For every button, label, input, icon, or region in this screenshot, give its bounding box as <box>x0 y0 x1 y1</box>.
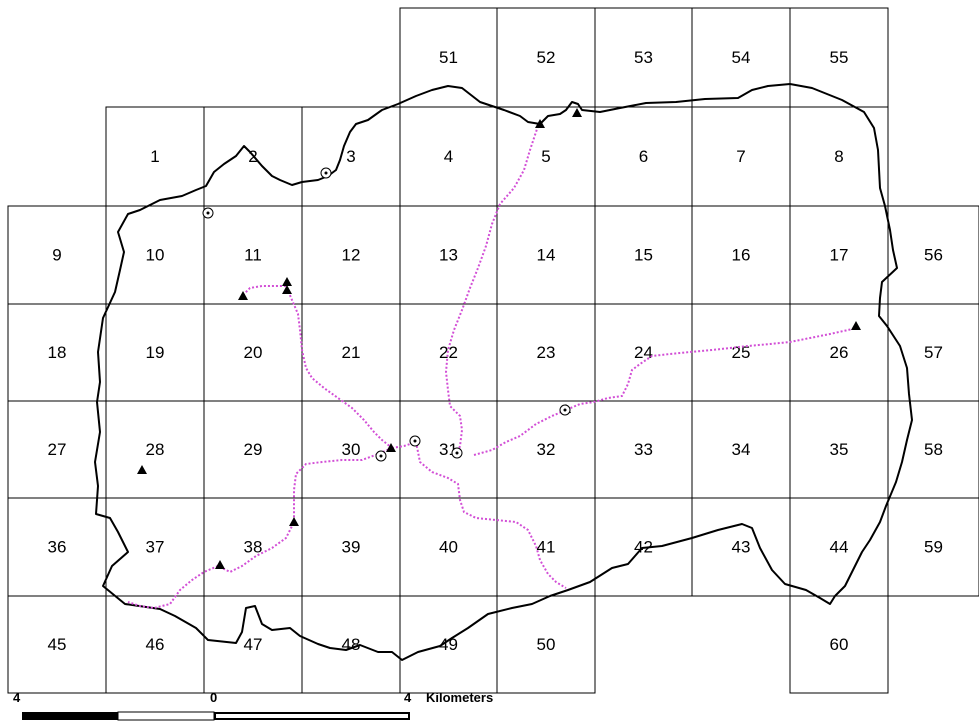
triangle-marker-icon <box>535 119 545 128</box>
grid-cell-label: 37 <box>146 537 165 556</box>
triangle-marker-icon <box>137 465 147 474</box>
grid-cell-label: 6 <box>639 147 648 166</box>
grid-cell-label: 52 <box>537 48 556 67</box>
grid-cell-label: 45 <box>48 635 67 654</box>
grid-cell-label: 35 <box>830 440 849 459</box>
grid-cell-label: 43 <box>732 537 751 556</box>
grid-cell-50 <box>496 595 596 694</box>
grid-cell-label: 56 <box>924 245 943 264</box>
circle-dot-marker-icon <box>320 167 332 179</box>
grid-cell-label: 40 <box>439 537 458 556</box>
triangle-marker-icon <box>572 108 582 117</box>
grid-cell-label: 17 <box>830 245 849 264</box>
grid-cell-label: 46 <box>146 635 165 654</box>
grid-cell-label: 48 <box>342 635 361 654</box>
scale-segment-2 <box>117 711 215 721</box>
triangle-marker-icon <box>851 321 861 330</box>
grid-cell-label: 47 <box>244 635 263 654</box>
scale-label-center: 0 <box>210 690 217 705</box>
grid-cell-label: 30 <box>342 440 361 459</box>
grid-cell-label: 32 <box>537 440 556 459</box>
grid-cell-label: 14 <box>537 245 556 264</box>
scale-bar: 4 0 4 Kilometers <box>13 690 493 721</box>
grid-cell-label: 41 <box>537 537 556 556</box>
grid-cell-label: 4 <box>444 147 453 166</box>
triangle-marker-icon <box>282 277 292 286</box>
grid-cell-label: 55 <box>830 48 849 67</box>
grid-cell-label: 60 <box>830 635 849 654</box>
grid-cell-59 <box>887 497 979 597</box>
grid-cell-label: 12 <box>342 245 361 264</box>
study-area-boundary <box>94 83 913 661</box>
grid-cell-label: 58 <box>924 440 943 459</box>
grid-cell-label: 38 <box>244 537 263 556</box>
scale-unit-label: Kilometers <box>426 690 493 705</box>
scale-label-left: 4 <box>13 690 21 705</box>
grid-cell-label: 24 <box>634 343 653 362</box>
grid-cell-label: 44 <box>830 537 849 556</box>
route-northwest <box>242 285 393 449</box>
circle-dot-marker-icon <box>559 404 571 416</box>
grid-cell-label: 39 <box>342 537 361 556</box>
scale-segment-4-inner <box>216 714 408 718</box>
scale-label-right: 4 <box>404 690 412 705</box>
grid-cell-label: 8 <box>834 147 843 166</box>
grid-cell-label: 19 <box>146 343 165 362</box>
triangle-marker-icon <box>386 443 396 452</box>
circle-dot-marker-icon <box>409 435 421 447</box>
grid-cell-label: 29 <box>244 440 263 459</box>
grid-cell-label: 23 <box>537 343 556 362</box>
grid-cell-label: 53 <box>634 48 653 67</box>
grid-cell-label: 3 <box>346 147 355 166</box>
triangle-marker-icon <box>215 560 225 569</box>
circle-dot-marker-icon <box>451 447 463 459</box>
grid-cell-label: 36 <box>48 537 67 556</box>
grid-cell-label: 20 <box>244 343 263 362</box>
grid-cell-label: 51 <box>439 48 458 67</box>
grid-cell-label: 21 <box>342 343 361 362</box>
grid-cell-label: 18 <box>48 343 67 362</box>
grid-cell-label: 16 <box>732 245 751 264</box>
grid-cell-label: 54 <box>732 48 751 67</box>
triangle-marker-icon <box>289 517 299 526</box>
route-southwest <box>127 447 393 610</box>
grid-cell-label: 11 <box>244 245 262 264</box>
route-layer <box>127 125 857 610</box>
triangle-marker-icon <box>238 291 248 300</box>
grid-cell-label: 27 <box>48 440 67 459</box>
grid-cell-label: 59 <box>924 537 943 556</box>
grid-cell-label: 7 <box>736 147 745 166</box>
grid-cell-label: 9 <box>52 245 61 264</box>
route-southeast <box>415 441 567 589</box>
scale-segment-1 <box>22 712 118 720</box>
grid-cell-label: 15 <box>634 245 653 264</box>
grid-cell-label: 25 <box>732 343 751 362</box>
circle-dot-marker-icon <box>202 207 214 219</box>
grid-cell-label: 34 <box>732 440 751 459</box>
grid-cell-label: 5 <box>541 147 550 166</box>
grid-cell-label: 50 <box>537 635 556 654</box>
grid-cell-label: 1 <box>150 147 159 166</box>
grid-cell-label: 33 <box>634 440 653 459</box>
grid-cell-label: 28 <box>146 440 165 459</box>
route-north <box>444 125 539 453</box>
grid-cell-label: 49 <box>439 635 458 654</box>
grid-cell-60 <box>789 595 889 694</box>
grid-cell-label: 10 <box>146 245 165 264</box>
grid-cell-label: 57 <box>924 343 943 362</box>
grid-cell-label: 26 <box>830 343 849 362</box>
triangle-marker-icon <box>282 285 292 294</box>
marker-layer <box>137 108 861 569</box>
grid-cell-label: 13 <box>439 245 458 264</box>
route-east <box>473 327 857 456</box>
circle-dot-marker-icon <box>375 450 387 462</box>
